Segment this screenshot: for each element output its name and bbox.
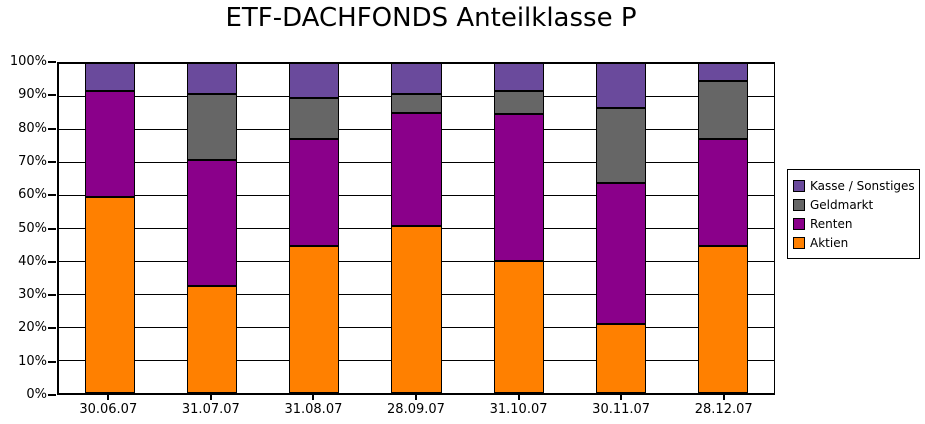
bar-segment-aktien [391,226,442,393]
y-axis: 0% 10% 20% 30% 40% 50% 60% 70% 80% 90% 100% [0,54,56,402]
bar-column [672,63,774,393]
bar-segment-kasse-sonstiges [493,63,544,92]
x-axis-tick [312,395,315,400]
bar-segment-kasse-sonstiges [595,63,646,108]
x-axis-tick [209,395,212,400]
bar-column [161,63,263,393]
bar-segment-renten [85,91,136,197]
legend-swatch [793,198,805,211]
y-axis-tick [48,94,56,97]
bar-segment-renten [187,160,238,286]
bar-segment-geldmarkt [391,94,442,113]
y-axis-tick-label: 40% [18,253,47,269]
bar-segment-kasse-sonstiges [391,63,442,95]
y-axis-tick-label: 90% [18,87,47,103]
legend-swatch [793,217,805,230]
bar-segment-aktien [289,246,340,393]
bar-segment-aktien [187,285,238,393]
bar-segment-renten [493,114,544,261]
x-axis-tick-label: 31.07.07 [181,402,240,417]
y-axis-tick [48,160,56,163]
bar-segment-geldmarkt [493,91,544,115]
bar-segment-aktien [595,323,646,393]
bar-segment-geldmarkt [595,107,646,184]
y-axis-tick-label: 70% [18,153,47,169]
y-axis-tick [48,260,56,263]
bar-segment-geldmarkt [697,81,748,139]
legend-label: Kasse / Sonstiges [810,178,915,193]
y-axis-tick-label: 100% [9,54,47,69]
y-axis-tick [48,294,56,297]
x-axis-tick-label: 30.11.07 [592,402,651,417]
y-axis-tick [48,194,56,197]
bar-segment-geldmarkt [289,97,340,139]
bar-segment-renten [697,138,748,247]
legend-swatch [793,179,805,192]
y-axis-tick [48,227,56,230]
x-axis-tick-label: 28.09.07 [387,402,445,417]
bar [187,63,238,393]
y-axis-tick [48,61,56,63]
legend-label: Aktien [810,235,849,250]
legend-label: Geldmarkt [810,197,874,212]
bar [391,63,442,393]
x-axis-tick [620,395,623,400]
bar [289,63,340,393]
bar-segment-renten [595,183,646,324]
bar-segment-aktien [85,196,136,393]
legend-item: Geldmarkt [793,195,914,214]
bar [595,63,646,393]
x-axis-tick-label: 31.08.07 [284,402,343,417]
bar-column [365,63,467,393]
plot-area [57,62,775,395]
bar [697,63,748,393]
x-axis: 30.06.07 31.07.07 31.08.07 28.09.07 31.10.07… [57,395,775,424]
x-axis-tick-label: 28.12.07 [694,402,753,417]
x-axis-tick [517,395,520,400]
bar-column [263,63,365,393]
bar-segment-renten [391,112,442,227]
legend: Kasse / Sonstiges Geldmarkt Renten Aktien [787,169,920,259]
bar-segment-kasse-sonstiges [289,63,340,98]
y-axis-tick-label: 20% [18,320,47,336]
y-axis-tick [48,394,56,396]
y-axis-tick-label: 30% [18,287,47,303]
legend-swatch [793,236,805,249]
bar-column [468,63,570,393]
bar [85,63,136,393]
legend-label: Renten [810,216,853,231]
legend-item: Renten [793,214,914,233]
x-axis-tick [415,395,417,400]
bar-segment-aktien [697,246,748,393]
legend-item: Aktien [793,233,914,252]
y-axis-tick [48,360,56,363]
y-axis-tick-label: 50% [18,220,47,236]
y-axis-tick-label: 60% [18,187,47,203]
bar-segment-renten [289,138,340,247]
x-axis-tick-label: 30.06.07 [79,402,138,417]
bar [493,63,544,393]
chart-title: ETF-DACHFONDS Anteilklasse P [225,3,637,33]
y-axis-tick [48,327,56,330]
bar-segment-kasse-sonstiges [187,63,238,95]
y-axis-tick-label: 80% [18,120,47,136]
bar-column [570,63,672,393]
bar-column [59,63,161,393]
x-axis-tick-label: 31.10.07 [489,402,548,417]
y-axis-tick-label: 10% [18,353,47,369]
bar-segment-aktien [493,261,544,393]
x-axis-tick [722,395,725,400]
x-axis-tick [107,395,110,400]
bar-segment-kasse-sonstiges [85,63,136,92]
bar-segment-kasse-sonstiges [697,63,748,82]
bar-segment-geldmarkt [187,94,238,161]
y-axis-tick-label: 0% [26,387,47,402]
legend-item: Kasse / Sonstiges [793,176,915,195]
y-axis-tick [48,127,56,130]
